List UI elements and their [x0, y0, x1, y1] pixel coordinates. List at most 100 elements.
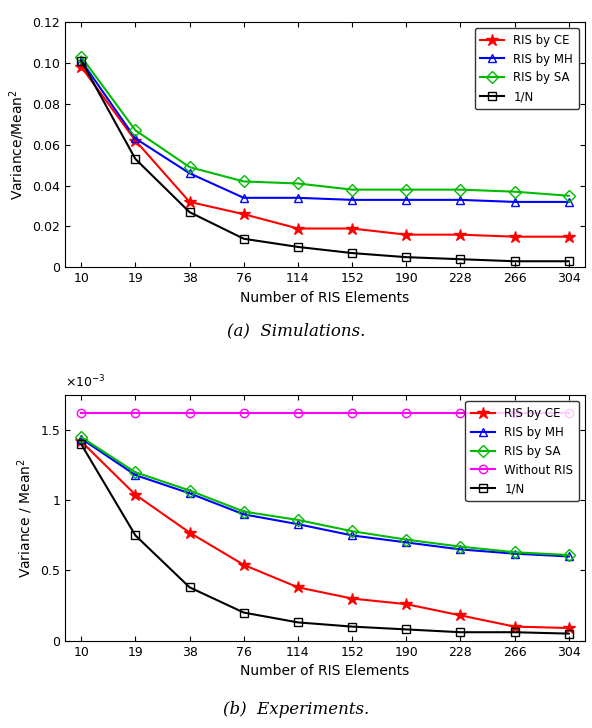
- Legend: RIS by CE, RIS by MH, RIS by SA, 1/N: RIS by CE, RIS by MH, RIS by SA, 1/N: [475, 28, 579, 109]
- RIS by SA: [78, 433, 85, 442]
- 1/N: [349, 249, 356, 258]
- Without RIS: [240, 409, 247, 418]
- Y-axis label: Variance/Mean$^2$: Variance/Mean$^2$: [7, 90, 27, 200]
- RIS by CE: [565, 624, 572, 633]
- RIS by SA: [240, 177, 247, 186]
- RIS by CE: [349, 224, 356, 233]
- RIS by CE: [78, 63, 85, 71]
- Line: 1/N: 1/N: [77, 57, 573, 266]
- 1/N: [457, 255, 464, 264]
- Without RIS: [565, 409, 572, 418]
- Line: RIS by CE: RIS by CE: [75, 60, 575, 243]
- Text: (b)  Experiments.: (b) Experiments.: [223, 701, 369, 719]
- 1/N: [403, 253, 410, 261]
- 1/N: [294, 242, 301, 251]
- RIS by SA: [132, 126, 139, 135]
- Text: (a)  Simulations.: (a) Simulations.: [227, 323, 365, 340]
- RIS by MH: [294, 520, 301, 529]
- Without RIS: [349, 409, 356, 418]
- Line: RIS by MH: RIS by MH: [77, 435, 573, 561]
- RIS by SA: [511, 548, 518, 557]
- Line: RIS by MH: RIS by MH: [77, 57, 573, 206]
- RIS by SA: [186, 163, 193, 172]
- RIS by CE: [132, 491, 139, 499]
- RIS by MH: [294, 194, 301, 202]
- 1/N: [132, 154, 139, 163]
- RIS by MH: [132, 134, 139, 143]
- RIS by MH: [186, 169, 193, 178]
- 1/N: [78, 56, 85, 65]
- Without RIS: [186, 409, 193, 418]
- RIS by CE: [240, 210, 247, 218]
- Text: $\times 10^{-3}$: $\times 10^{-3}$: [65, 373, 105, 390]
- Without RIS: [294, 409, 301, 418]
- 1/N: [457, 628, 464, 636]
- 1/N: [511, 628, 518, 636]
- 1/N: [240, 608, 247, 617]
- Line: Without RIS: Without RIS: [77, 409, 573, 417]
- RIS by MH: [78, 56, 85, 65]
- RIS by SA: [294, 515, 301, 524]
- RIS by MH: [132, 471, 139, 480]
- RIS by MH: [511, 549, 518, 558]
- RIS by SA: [511, 187, 518, 196]
- RIS by CE: [457, 611, 464, 620]
- Line: RIS by SA: RIS by SA: [77, 52, 573, 200]
- RIS by CE: [132, 136, 139, 145]
- RIS by MH: [349, 531, 356, 539]
- 1/N: [403, 625, 410, 634]
- RIS by MH: [457, 545, 464, 554]
- RIS by CE: [294, 224, 301, 233]
- RIS by SA: [565, 191, 572, 200]
- 1/N: [565, 629, 572, 638]
- 1/N: [349, 622, 356, 631]
- RIS by MH: [457, 196, 464, 205]
- RIS by SA: [186, 486, 193, 495]
- RIS by CE: [511, 622, 518, 631]
- RIS by SA: [457, 542, 464, 551]
- Line: 1/N: 1/N: [77, 440, 573, 638]
- RIS by CE: [186, 529, 193, 537]
- RIS by SA: [565, 550, 572, 559]
- Without RIS: [78, 409, 85, 418]
- RIS by MH: [565, 552, 572, 561]
- RIS by CE: [186, 197, 193, 206]
- RIS by MH: [186, 489, 193, 498]
- 1/N: [186, 583, 193, 592]
- RIS by SA: [240, 507, 247, 516]
- RIS by CE: [457, 230, 464, 239]
- RIS by MH: [565, 197, 572, 206]
- RIS by SA: [78, 52, 85, 61]
- 1/N: [132, 531, 139, 539]
- X-axis label: Number of RIS Elements: Number of RIS Elements: [240, 290, 410, 305]
- RIS by SA: [132, 468, 139, 477]
- RIS by CE: [403, 600, 410, 609]
- RIS by SA: [349, 185, 356, 194]
- 1/N: [294, 618, 301, 627]
- Line: RIS by CE: RIS by CE: [75, 435, 575, 634]
- RIS by SA: [294, 179, 301, 188]
- RIS by MH: [403, 196, 410, 205]
- RIS by MH: [349, 196, 356, 205]
- 1/N: [240, 234, 247, 243]
- RIS by MH: [240, 510, 247, 519]
- 1/N: [511, 257, 518, 266]
- RIS by CE: [349, 594, 356, 603]
- Legend: RIS by CE, RIS by MH, RIS by SA, Without RIS, 1/N: RIS by CE, RIS by MH, RIS by SA, Without…: [465, 401, 579, 502]
- RIS by MH: [511, 197, 518, 206]
- RIS by SA: [457, 185, 464, 194]
- Without RIS: [132, 409, 139, 418]
- RIS by MH: [240, 194, 247, 202]
- 1/N: [78, 440, 85, 448]
- RIS by MH: [403, 538, 410, 547]
- 1/N: [186, 207, 193, 216]
- RIS by CE: [240, 561, 247, 569]
- Without RIS: [457, 409, 464, 418]
- RIS by CE: [565, 232, 572, 241]
- Without RIS: [403, 409, 410, 418]
- 1/N: [565, 257, 572, 266]
- RIS by SA: [349, 527, 356, 536]
- RIS by CE: [294, 583, 301, 592]
- RIS by MH: [78, 434, 85, 443]
- RIS by CE: [78, 437, 85, 446]
